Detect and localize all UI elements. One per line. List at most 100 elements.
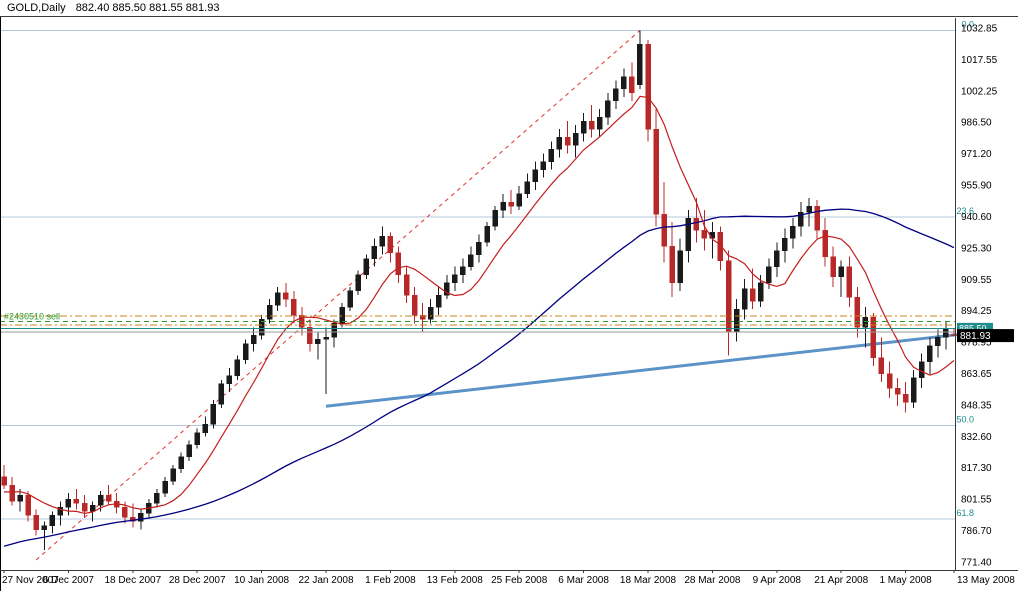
bull-candle (580, 120, 587, 134)
bull-candle (596, 116, 603, 130)
price-axis-label: 940.60 (961, 212, 992, 223)
time-axis-label: 25 Feb 2008 (491, 575, 548, 586)
bull-candle (556, 137, 563, 150)
bull-candle (460, 266, 466, 276)
bear-candle (669, 246, 675, 284)
ascending-red-dashed-trendline[interactable] (35, 30, 641, 561)
time-axis-label: 28 Dec 2007 (169, 575, 226, 586)
price-axis-label: 971.20 (961, 149, 992, 160)
price-axis-label: 1017.55 (961, 55, 998, 66)
price-axis-label: 909.55 (961, 275, 992, 286)
time-axis-label: 1 May 2008 (879, 575, 932, 586)
ma-slow-line (3, 208, 955, 547)
bull-candle (435, 294, 442, 308)
fib-label-61.8: 61.8 (956, 508, 974, 518)
bull-candle (532, 169, 539, 183)
bull-candle (427, 306, 434, 320)
bull-candle (202, 424, 208, 433)
price-axis-label: 863.65 (961, 369, 992, 380)
bear-candle (886, 373, 893, 389)
price-axis-label: 817.30 (961, 463, 992, 474)
bear-candle (814, 205, 820, 231)
bull-candle (250, 335, 257, 344)
ask-price-box (957, 322, 993, 334)
price-axis-label: 801.55 (961, 495, 992, 506)
symbol-period-label: GOLD,Daily (7, 2, 66, 14)
bear-candle (878, 357, 885, 375)
bull-candle (138, 513, 144, 522)
bull-candle (524, 181, 530, 195)
bull-candle (516, 193, 522, 207)
bear-candle (749, 288, 756, 302)
bear-candle (1, 476, 7, 486)
bull-candle (605, 100, 611, 118)
bear-candle (307, 327, 313, 344)
price-axis-label: 832.60 (961, 432, 992, 443)
bear-candle (951, 334, 957, 336)
bear-candle (830, 256, 836, 278)
bull-candle (17, 494, 23, 502)
bull-candle (757, 282, 764, 302)
time-axis-label: 18 Mar 2008 (620, 575, 677, 586)
bear-candle (291, 298, 297, 316)
bull-candle (57, 507, 64, 516)
bear-candle (629, 76, 635, 94)
bull-candle (685, 217, 691, 251)
moving-average-layer (3, 95, 955, 547)
price-axis-label: 1002.25 (961, 86, 998, 97)
bull-candle (266, 304, 273, 320)
order-lines-layer: #2430510 sell (0, 312, 955, 333)
bear-candle (870, 317, 877, 358)
bull-candle (613, 88, 619, 102)
bull-candle (97, 494, 104, 506)
bid-price-box (957, 329, 1014, 343)
fibonacci-layer: 0.0 23.6 50.0 61.8 (0, 19, 974, 520)
bull-candle (363, 258, 369, 276)
time-axis-label: 13 Feb 2008 (427, 575, 484, 586)
bear-candle (902, 393, 909, 403)
bear-candle (508, 201, 514, 207)
bull-candle (258, 319, 265, 336)
price-axis-label: 878.95 (961, 338, 992, 349)
bull-candle (331, 323, 337, 338)
bull-candle (347, 290, 353, 308)
bull-candle (210, 403, 217, 425)
bear-candle (283, 292, 289, 300)
price-axis-label: 848.35 (961, 400, 992, 411)
bull-candle (234, 359, 241, 377)
bull-candle (274, 292, 281, 306)
bull-candle (315, 339, 321, 344)
price-axis-label: 925.30 (961, 243, 992, 254)
bear-candle (25, 494, 31, 516)
sell-order-label: #2430510 sell (4, 312, 60, 322)
time-axis-label: 27 Nov 2007 (2, 575, 59, 586)
price-axis[interactable]: 1032.85 1017.55 1002.25 986.50 971.20 955.90 9… (961, 24, 998, 569)
bull-candle (766, 266, 772, 284)
bull-candle (154, 492, 160, 504)
bull-candle (540, 161, 547, 170)
time-axis-label: 13 May 2008 (957, 575, 1015, 586)
price-axis-label: 1032.85 (961, 24, 998, 35)
fib-label-0.0: 0.0 (961, 19, 974, 29)
time-axis-label: 9 Apr 2008 (753, 575, 802, 586)
trendline-layer (35, 30, 959, 561)
support-blue-thick-trendline[interactable] (325, 332, 959, 408)
bear-candle (701, 230, 708, 239)
price-axis-label: 786.70 (961, 526, 992, 537)
time-axis-label: 28 Mar 2008 (684, 575, 741, 586)
bear-candle (894, 387, 901, 395)
price-axis-label: 894.25 (961, 306, 992, 317)
bear-candle (387, 236, 394, 253)
bull-candle (355, 274, 361, 292)
time-axis-label: 18 Dec 2007 (104, 575, 161, 586)
price-axis-label: 955.90 (961, 181, 992, 192)
bull-candle (572, 133, 579, 146)
bull-candle (621, 76, 627, 90)
bull-candle (323, 337, 329, 340)
bull-candle (741, 288, 748, 310)
bull-candle (89, 505, 96, 512)
bear-candle (588, 120, 595, 130)
